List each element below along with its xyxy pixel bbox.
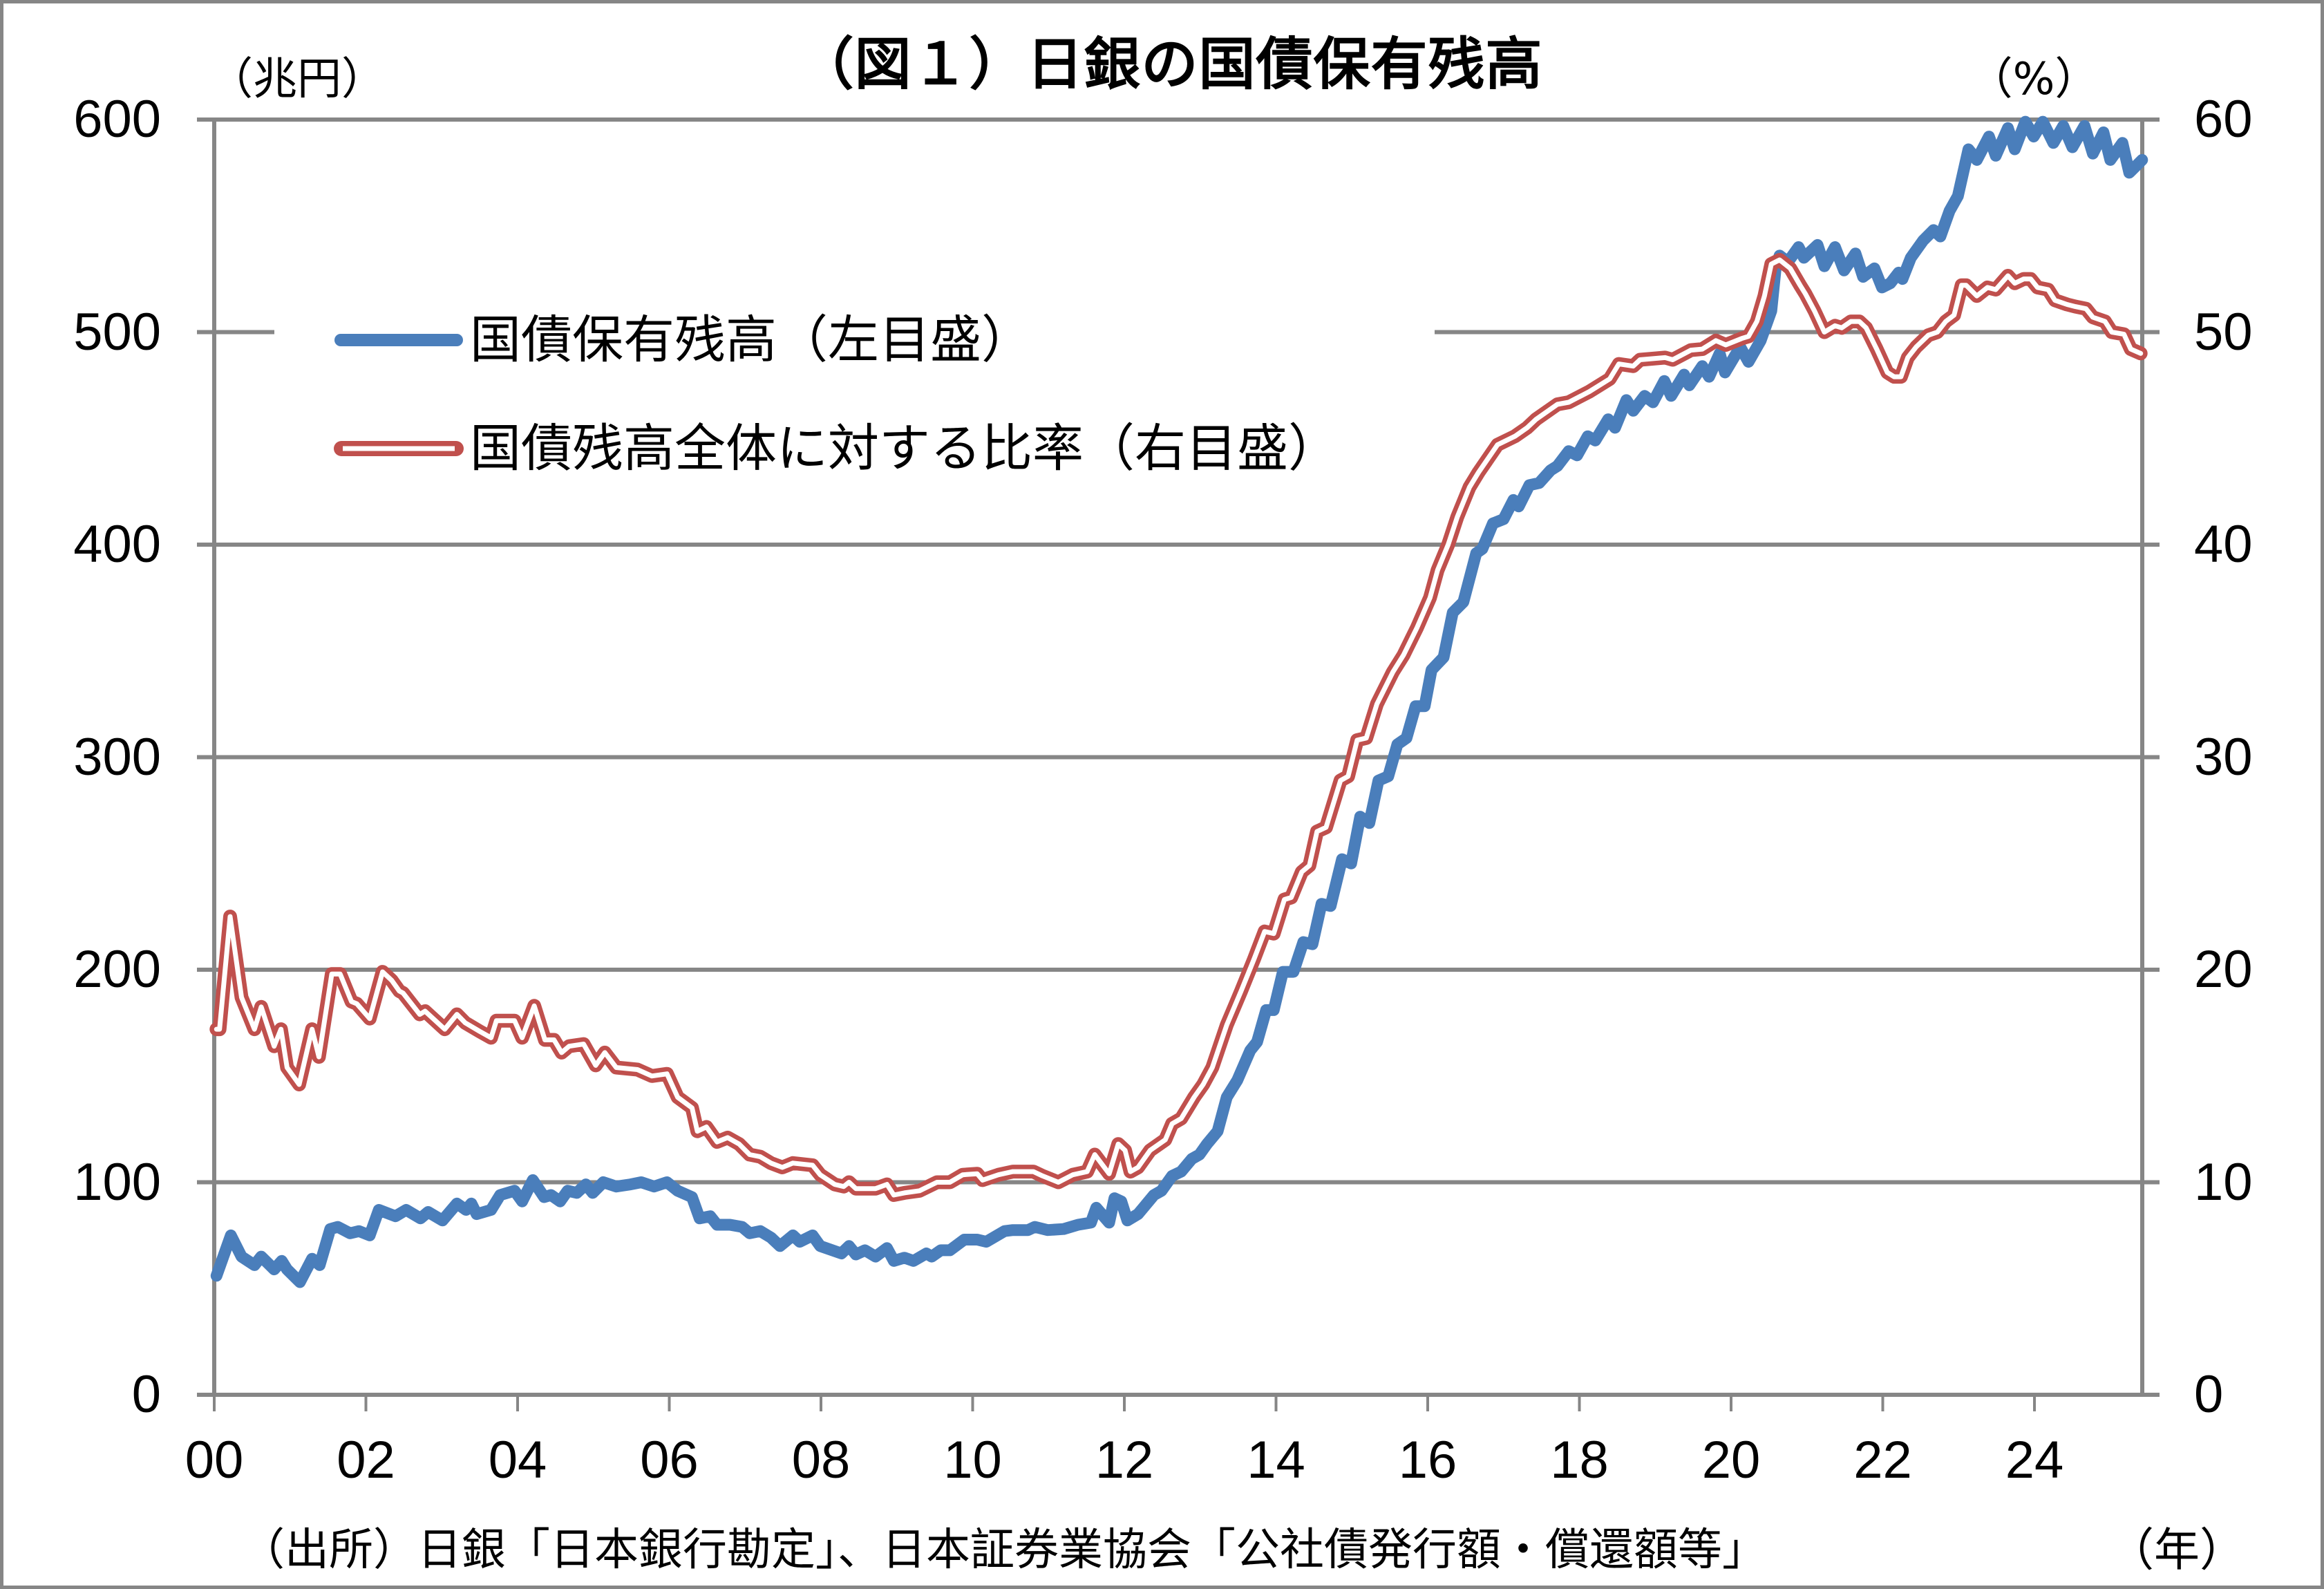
series-holdings-line: [210, 115, 2148, 1288]
x-tick-label: 20: [1701, 1431, 1761, 1489]
left-axis-unit-label: （兆円）: [209, 54, 386, 105]
x-tick-label: 04: [488, 1431, 547, 1489]
right-y-tick-label: 60: [2194, 90, 2253, 149]
x-axis-unit-label: （年）: [2108, 1523, 2245, 1577]
right-y-tick-label: 30: [2194, 727, 2253, 787]
right-y-tick-label: 0: [2194, 1365, 2224, 1424]
legend-label: 国債残高全体に対する比率（右目盛）: [470, 419, 1339, 478]
right-y-tick-label: 10: [2194, 1152, 2253, 1212]
legend: 国債保有残高（左目盛） 国債残高全体に対する比率（右目盛）: [274, 290, 1435, 498]
series-ratio-line: [209, 253, 2148, 1202]
source-note: （出所）日銀「日本銀行勘定」、日本証券業協会「公社債発行額・償還額等」: [240, 1525, 1766, 1576]
legend-label: 国債保有残高（左目盛）: [470, 310, 1032, 370]
x-tick-label: 10: [943, 1431, 1002, 1489]
x-tick-label: 18: [1550, 1431, 1609, 1489]
x-tick-label: 02: [337, 1431, 395, 1489]
x-tick-label: 22: [1853, 1431, 1912, 1489]
chart-title: （図１）日銀の国債保有残高: [797, 32, 1543, 97]
x-tick-label: 16: [1398, 1431, 1457, 1489]
x-tick-label: 08: [791, 1431, 851, 1489]
x-tick-label: 14: [1247, 1431, 1305, 1489]
left-y-tick-label: 600: [73, 90, 161, 149]
right-y-tick-label: 40: [2194, 515, 2253, 574]
left-y-tick-label: 300: [73, 727, 161, 787]
holdings-line: [210, 115, 2148, 1288]
legend-swatch-blue-line-icon: [334, 334, 463, 346]
left-y-tick-label: 0: [131, 1365, 161, 1424]
axes: [212, 117, 2144, 1411]
x-tick-label: 00: [185, 1431, 244, 1489]
right-y-tick-label: 20: [2194, 940, 2253, 999]
left-y-tick-label: 500: [73, 302, 161, 361]
ratio-line-inner: [214, 257, 2144, 1198]
x-tick-label: 06: [640, 1431, 699, 1489]
right-axis-unit-label: （%）: [1968, 54, 2099, 105]
right-y-tick-label: 50: [2194, 302, 2253, 361]
left-y-tick-label: 400: [73, 515, 161, 574]
x-tick-label: 24: [2005, 1431, 2064, 1489]
left-y-tick-label: 200: [73, 940, 161, 999]
x-tick-label: 12: [1095, 1431, 1154, 1489]
legend-swatch-red-double-line-icon: [334, 441, 464, 456]
left-y-tick-label: 100: [73, 1152, 161, 1212]
